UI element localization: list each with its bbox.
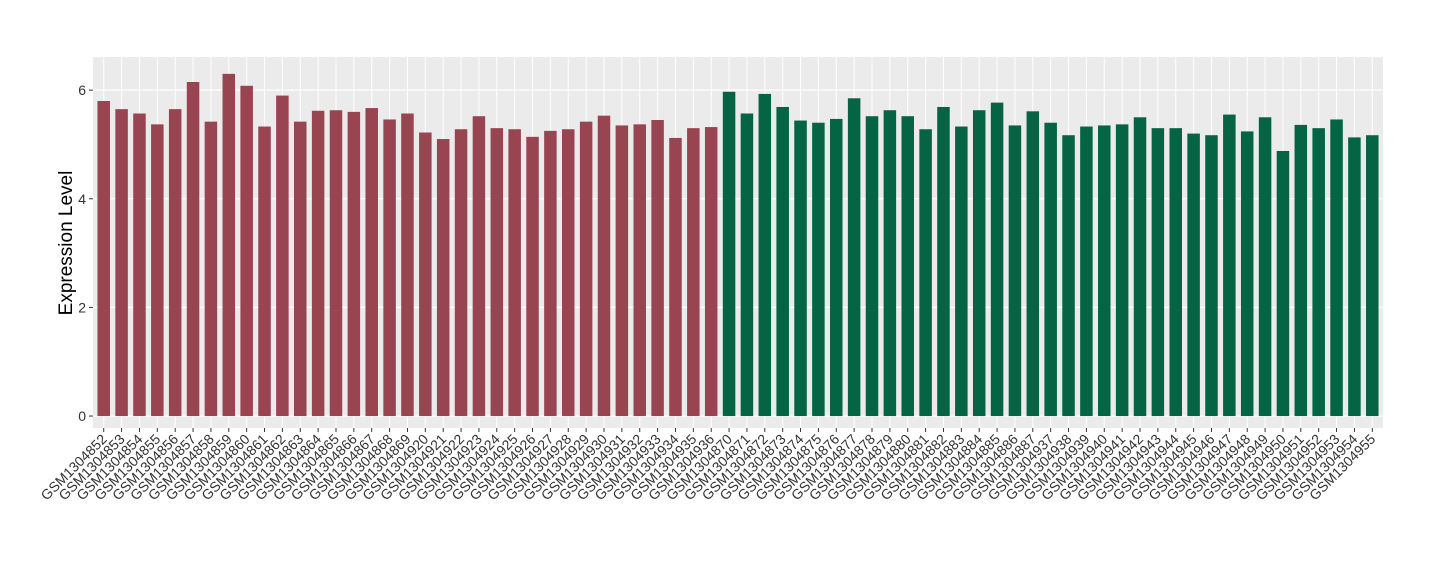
bar	[919, 129, 932, 417]
bar	[1240, 131, 1254, 417]
bar	[1276, 150, 1290, 417]
bar	[990, 102, 1004, 417]
bar	[794, 120, 807, 417]
bar	[311, 110, 325, 417]
bar	[490, 128, 504, 417]
bar	[168, 109, 182, 417]
bar	[1312, 128, 1325, 417]
bar	[133, 113, 146, 417]
plot-panel	[93, 57, 1383, 428]
bar	[955, 126, 968, 417]
bar	[1080, 126, 1093, 417]
bar	[758, 93, 772, 417]
bar	[1133, 117, 1147, 417]
bar	[651, 120, 664, 417]
bar	[186, 81, 200, 417]
bar	[901, 116, 914, 417]
bar	[937, 106, 950, 417]
bar	[883, 110, 897, 417]
bar	[615, 125, 629, 417]
bar	[401, 113, 414, 417]
bar	[972, 110, 986, 417]
bar	[1330, 119, 1343, 417]
bar	[454, 129, 468, 417]
bar	[865, 116, 879, 417]
bar	[1205, 135, 1218, 417]
bar	[544, 130, 557, 417]
bar	[1187, 133, 1200, 417]
bar	[1294, 124, 1308, 417]
bar	[383, 119, 396, 417]
bar	[1026, 111, 1040, 417]
bar	[562, 129, 575, 417]
bar	[722, 91, 736, 417]
bar	[1062, 135, 1075, 417]
bar	[579, 121, 593, 417]
bar	[830, 118, 843, 417]
bar	[151, 124, 164, 417]
bar	[204, 121, 218, 417]
bar	[812, 122, 825, 417]
bar	[633, 124, 646, 417]
y-tick-label: 0	[78, 408, 86, 424]
bar	[1366, 135, 1379, 417]
bar	[240, 85, 253, 417]
bar	[1348, 137, 1361, 417]
bar	[776, 106, 789, 417]
y-tick-label: 2	[78, 299, 86, 315]
bar	[1008, 125, 1022, 417]
bar	[276, 95, 289, 417]
bar	[1223, 114, 1236, 417]
bar	[115, 109, 128, 417]
bar	[329, 110, 343, 417]
bar	[294, 121, 307, 417]
bar	[1258, 117, 1272, 417]
bar	[1098, 125, 1111, 417]
bar	[1044, 122, 1057, 417]
y-tick-label: 4	[78, 191, 86, 207]
bar	[1169, 128, 1182, 417]
bar	[687, 128, 700, 417]
bar	[258, 126, 271, 417]
bar	[347, 111, 361, 417]
bar	[526, 136, 539, 417]
bar	[97, 100, 110, 417]
bar	[508, 129, 521, 417]
bar	[472, 116, 486, 417]
bar	[597, 115, 611, 417]
y-tick-label: 6	[78, 82, 86, 98]
bar	[704, 127, 718, 417]
bar	[436, 139, 450, 417]
bar	[365, 108, 378, 417]
bar	[847, 98, 861, 417]
bar	[222, 73, 236, 417]
bar	[1151, 128, 1165, 417]
bar	[419, 132, 432, 417]
bar	[669, 137, 682, 417]
bar	[740, 113, 754, 417]
bar	[1115, 124, 1129, 417]
y-axis-label: Expression Level	[56, 171, 77, 316]
